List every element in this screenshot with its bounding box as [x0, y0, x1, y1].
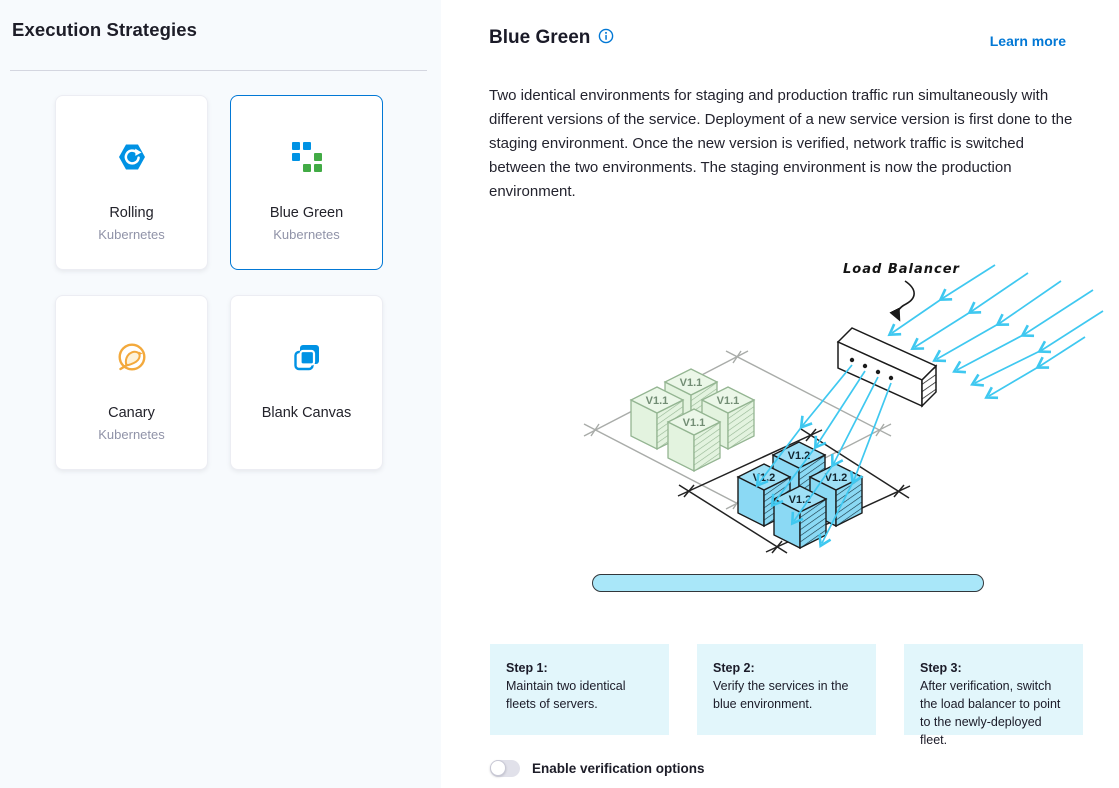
- enable-verification-toggle[interactable]: [490, 760, 520, 777]
- strategy-description: Two identical environments for staging a…: [489, 87, 1073, 200]
- strategy-card-blank-canvas[interactable]: Blank Canvas: [230, 295, 383, 470]
- step-title: Step 1:: [506, 661, 548, 675]
- green-cube-label: V1.1: [646, 395, 669, 407]
- blue-cube-label: V1.2: [825, 472, 848, 484]
- blue-green-icon: [291, 141, 323, 173]
- strategy-card-title: Blank Canvas: [261, 405, 352, 421]
- step-box-2: Step 2: Verify the services in the blue …: [697, 644, 876, 735]
- step-text: Verify the services in the blue environm…: [713, 679, 849, 711]
- verification-toggle-row: Enable verification options: [490, 760, 705, 777]
- blank-canvas-icon: [291, 341, 323, 373]
- strategy-card-subtitle: Kubernetes: [98, 227, 165, 242]
- load-balancer-box: [836, 327, 938, 408]
- green-cube-label: V1.1: [683, 417, 706, 429]
- strategy-card-grid: Rolling Kubernetes Blue Green Kubernetes: [55, 95, 383, 470]
- step-text: After verification, switch the load bala…: [920, 679, 1061, 747]
- green-cube-label: V1.1: [717, 395, 740, 407]
- step-box-3: Step 3: After verification, switch the l…: [904, 644, 1083, 747]
- blue-cube-label: V1.2: [788, 450, 811, 462]
- rolling-icon: [116, 141, 148, 173]
- detail-title: Blue Green: [489, 27, 591, 48]
- step-box-1: Step 1: Maintain two identical fleets of…: [490, 644, 669, 735]
- execution-strategies-panel: Execution Strategies Rolling Kubernetes: [0, 0, 441, 788]
- strategy-card-subtitle: Kubernetes: [98, 427, 165, 442]
- incoming-traffic-arrows: [887, 264, 1104, 400]
- canary-icon: [116, 341, 148, 373]
- green-cube-label: V1.1: [680, 377, 703, 389]
- strategy-card-rolling[interactable]: Rolling Kubernetes: [55, 95, 208, 270]
- progress-bar: [592, 574, 984, 592]
- blue-cube-label: V1.2: [753, 472, 776, 484]
- toggle-knob: [490, 760, 506, 776]
- strategy-card-title: Blue Green: [269, 205, 344, 221]
- step-title: Step 2:: [713, 661, 755, 675]
- info-icon[interactable]: [598, 28, 614, 44]
- strategy-card-canary[interactable]: Canary Kubernetes: [55, 295, 208, 470]
- strategy-card-title: Rolling: [109, 205, 154, 221]
- strategy-card-blue-green[interactable]: Blue Green Kubernetes: [230, 95, 383, 270]
- label-pointer-arrow: [889, 280, 915, 322]
- divider: [10, 70, 427, 71]
- toggle-label: Enable verification options: [532, 761, 705, 776]
- strategy-card-subtitle: Kubernetes: [273, 227, 340, 242]
- routed-traffic-arrows: [755, 364, 892, 548]
- steps-row: Step 1: Maintain two identical fleets of…: [490, 644, 1083, 747]
- step-text: Maintain two identical fleets of servers…: [506, 679, 626, 711]
- learn-more-link[interactable]: Learn more: [989, 33, 1066, 49]
- blue-green-illustration: V1.1 V1.1 V1.1 V1.1 V1.2 V1.2 V1.2 V1.2: [583, 262, 1104, 554]
- step-title: Step 3:: [920, 661, 962, 675]
- strategy-detail-panel: Blue Green Learn more Two identical envi…: [441, 0, 1119, 788]
- detail-header: Blue Green: [489, 27, 614, 49]
- load-balancer-label: Load Balancer: [843, 262, 961, 277]
- strategy-card-title: Canary: [108, 405, 155, 421]
- page-title: Execution Strategies: [12, 19, 198, 40]
